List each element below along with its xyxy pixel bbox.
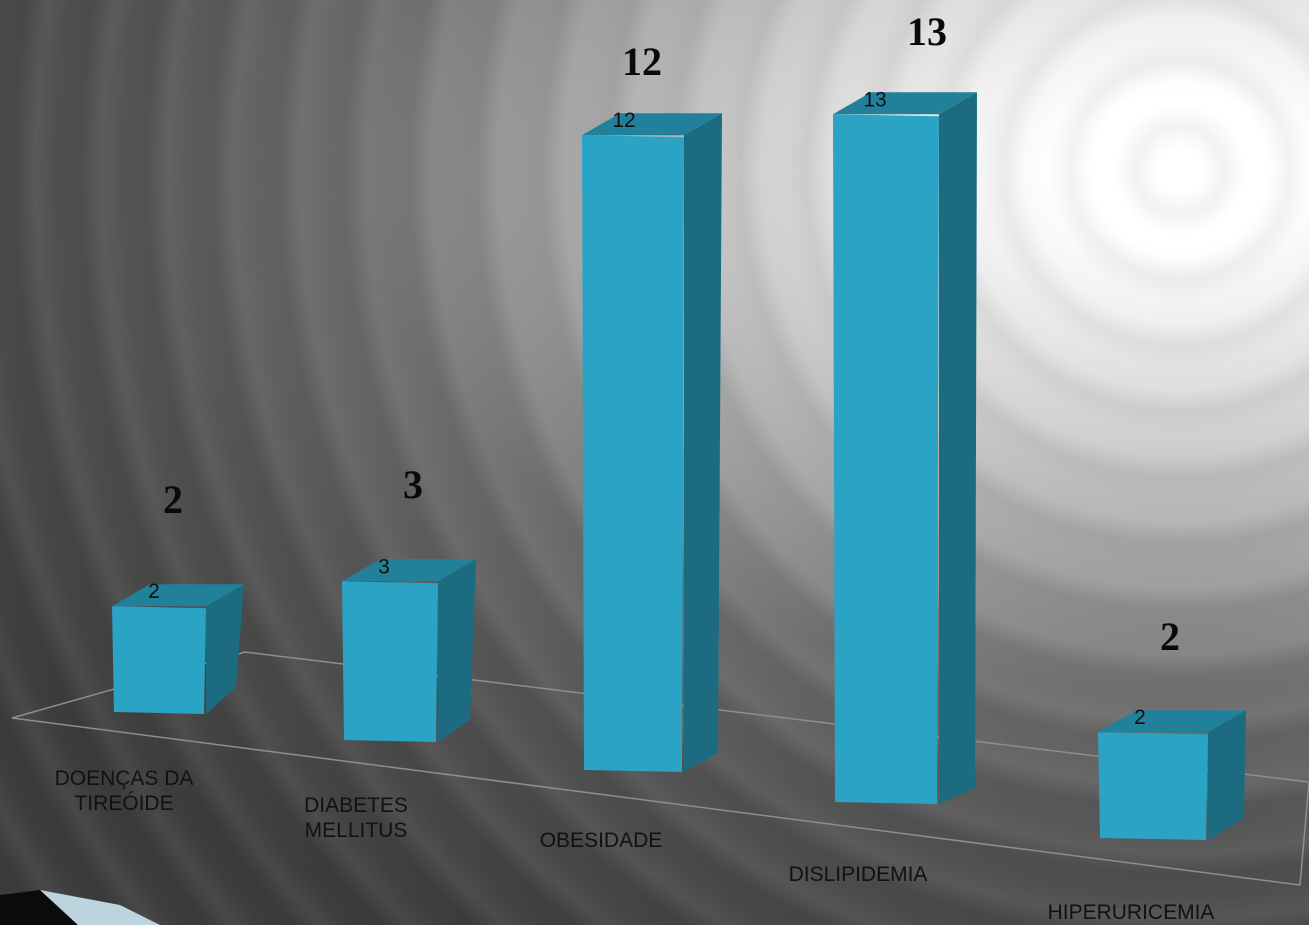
bar-side	[684, 113, 722, 772]
bar-side	[206, 584, 244, 714]
overlay-value-label: 13	[907, 9, 947, 54]
data-label: 2	[1134, 706, 1146, 729]
bar	[1098, 732, 1208, 840]
bar	[833, 114, 939, 805]
corner-decoration	[0, 890, 78, 925]
bar-top	[833, 92, 977, 115]
bar-top	[582, 113, 722, 136]
data-label: 3	[378, 555, 390, 578]
overlay-value-label: 2	[163, 477, 183, 522]
bar-top	[342, 559, 476, 582]
bar-side	[438, 559, 476, 742]
data-label: 13	[863, 88, 886, 111]
data-label: 2	[148, 580, 160, 603]
category-label: OBESIDADE	[540, 829, 663, 852]
bar	[582, 135, 684, 772]
bar-top	[1098, 710, 1246, 733]
overlay-value-label: 3	[403, 462, 423, 507]
corner-decoration-highlight	[40, 890, 160, 925]
category-label: HIPERURICEMIA	[1048, 901, 1215, 924]
category-label: DOENÇAS DA TIREÓIDE	[55, 767, 194, 815]
bar-top	[112, 584, 244, 607]
category-label: DISLIPIDEMIA	[789, 863, 928, 886]
bar	[342, 581, 438, 742]
labels-layer: 2 2 DOENÇAS DA TIREÓIDE 3 3 DIABETES MELLITUS 12…	[0, 9, 1214, 925]
overlay-value-label: 2	[1160, 614, 1180, 659]
bar	[112, 606, 206, 714]
overlay-value-label: 12	[622, 39, 662, 84]
category-label: DIABETES MELLITUS	[304, 794, 408, 842]
bars-layer	[112, 92, 1246, 840]
data-label: 12	[612, 109, 635, 132]
bar-side	[939, 92, 977, 805]
bar-side	[1208, 710, 1246, 840]
